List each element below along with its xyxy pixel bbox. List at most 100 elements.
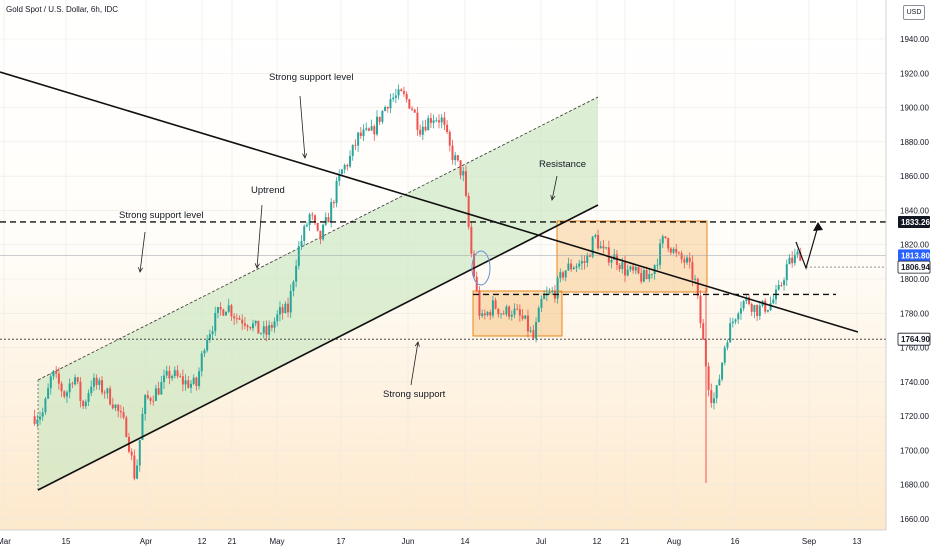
y-tick-label: 1780.00 [900,309,929,318]
candle-body [691,262,694,280]
candle-body [319,230,322,240]
candle-body [114,404,117,409]
candle-body [308,214,311,225]
candle-body [799,251,802,261]
candle-body [189,383,192,388]
candle-body [222,309,225,316]
candle-body [268,325,271,335]
candle-body [260,333,263,334]
x-tick-label: Jul [536,537,546,546]
candle-body [737,313,740,320]
candle-body [481,313,484,316]
candle-body [729,323,732,343]
candle-body [491,300,494,316]
candle-body [489,312,492,316]
candle-body [165,370,168,376]
candle-body [416,112,419,130]
candle-body [796,251,799,255]
candle-body [753,305,756,312]
candle-body [149,397,152,401]
currency-button[interactable]: USD [903,5,925,20]
candle-body [521,315,524,319]
price-tag [897,332,931,346]
candle-body [438,120,441,123]
candle-body [303,226,306,241]
candle-body [52,370,55,377]
candle-body [411,108,414,110]
candle-body [667,238,670,249]
candle-body [664,236,667,239]
price-axis-panel[interactable] [886,0,932,550]
y-tick-label: 1800.00 [900,275,929,284]
candle-body [243,323,246,326]
candle-body [359,132,362,137]
candle-body [686,257,689,263]
candle-body [718,379,721,386]
x-tick-label: 12 [593,537,602,546]
candle-body [71,383,74,385]
candle-body [335,180,338,204]
candle-body [346,165,349,167]
candle-body [677,252,680,254]
candle-body [357,132,360,146]
candle-body [103,392,106,394]
annotation-arrowhead [254,263,260,269]
x-tick-label: 15 [62,537,71,546]
candle-body [400,89,403,92]
candle-body [710,390,713,404]
candle-body [597,235,600,249]
candle-body [702,323,705,340]
candle-body [92,377,95,387]
candle-body [362,129,365,137]
candle-body [524,315,527,319]
candle-body [238,318,241,320]
candle-body [734,319,737,322]
candle-body [313,215,316,223]
candle-body [777,284,780,290]
candle-body [84,401,87,407]
candle-body [44,398,47,413]
candle-body [580,261,583,264]
candle-body [591,236,594,257]
y-tick-label: 1760.00 [900,344,929,353]
candle-body [780,284,783,286]
candle-body [287,303,290,313]
candle-body [133,455,136,479]
candle-body [330,202,333,223]
price-tag-label: 1813.80 [901,251,930,260]
time-axis-panel[interactable] [0,530,886,550]
annotation-arrowhead [302,153,308,159]
breakdown-marker [471,250,491,286]
candle-body [443,117,446,125]
annotation-arrow [256,204,263,269]
candle-body [583,261,586,263]
candle-body [505,306,508,315]
candle-body [106,388,109,394]
candle-body [246,325,249,328]
candle-body [281,307,284,314]
candle-body [448,132,451,146]
candle-body [650,273,653,275]
candle-body [758,305,761,316]
candle-body [793,254,796,264]
candle-body [262,326,265,334]
candle-body [47,388,50,399]
candle-body [68,383,71,393]
candle-body [588,255,591,257]
candle-body [76,377,79,382]
annotation-arrowhead [550,195,556,201]
candle-body [79,381,82,401]
candle-body [413,109,416,113]
candle-body [187,380,190,388]
candle-body [351,144,354,156]
y-tick-label: 1660.00 [900,515,929,524]
candle-body [144,395,147,414]
candle-body [564,270,567,278]
candle-body [203,350,206,354]
candle-body [446,124,449,133]
candle-body [640,273,643,282]
price-tag-label: 1833.26 [901,218,930,227]
